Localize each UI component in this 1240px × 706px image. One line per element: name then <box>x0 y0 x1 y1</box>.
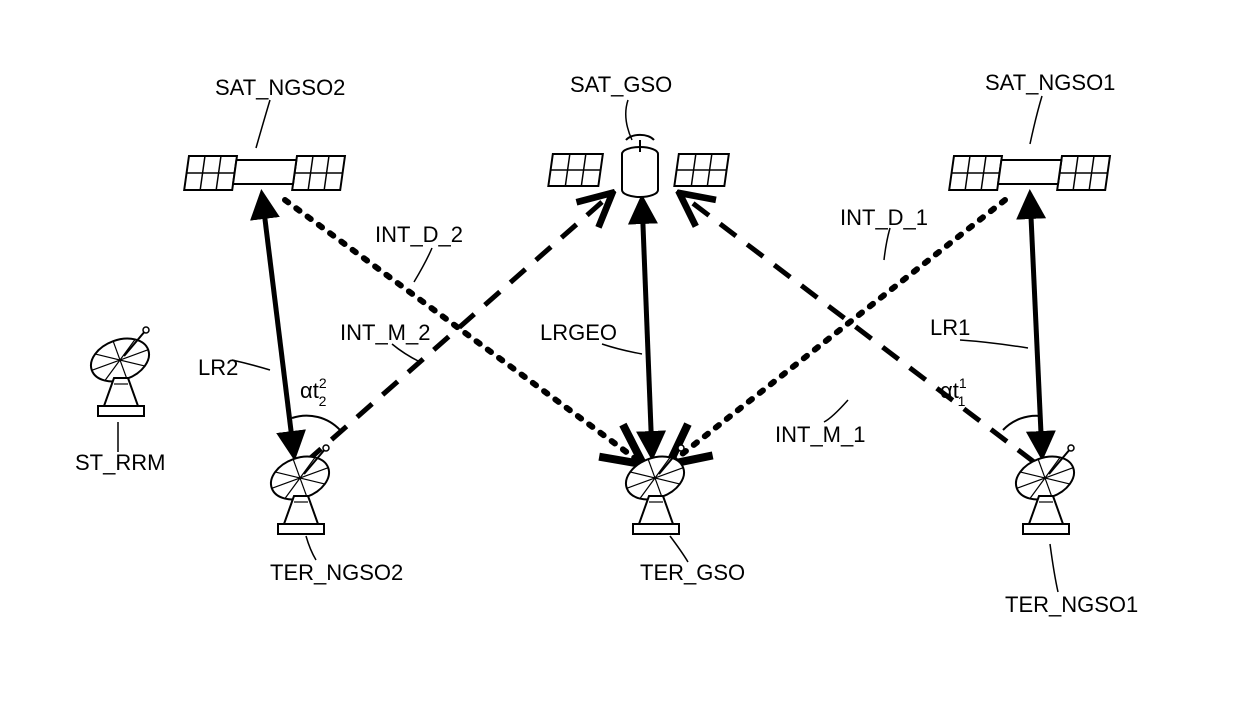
label-int-d-2: INT_D_2 <box>375 222 463 247</box>
label-sat-ngso1: SAT_NGSO1 <box>985 70 1115 95</box>
label-angle-a1: αt11 <box>940 375 967 409</box>
label-int-d-1: INT_D_1 <box>840 205 928 230</box>
ter-ngso1-icon <box>1010 445 1080 534</box>
angle-arc-a1 <box>1003 416 1041 430</box>
label-sat-ngso2: SAT_NGSO2 <box>215 75 345 100</box>
label-sat-gso: SAT_GSO <box>570 72 672 97</box>
st-rrm-icon <box>85 327 155 416</box>
link-lrgeo <box>642 200 652 455</box>
label-lr2: LR2 <box>198 355 238 380</box>
label-ter-ngso1: TER_NGSO1 <box>1005 592 1138 617</box>
sat-gso-icon <box>548 135 728 197</box>
label-angle-a2: αt22 <box>300 375 327 409</box>
label-int-m-2: INT_M_2 <box>340 320 430 345</box>
label-lrgeo: LRGEO <box>540 320 617 345</box>
satellite-interference-diagram: SAT_GSO dashed --> SAT_GSO dashed --> <box>0 0 1240 706</box>
sat-ngso2-icon <box>184 156 345 190</box>
label-ter-ngso2: TER_NGSO2 <box>270 560 403 585</box>
label-st-rrm: ST_RRM <box>75 450 165 475</box>
angle-arc-a2 <box>292 416 340 430</box>
label-ter-gso: TER_GSO <box>640 560 745 585</box>
ter-ngso2-icon <box>265 445 335 534</box>
link-lr2 <box>262 195 294 455</box>
sat-ngso1-icon <box>949 156 1110 190</box>
ter-gso-icon <box>620 445 690 534</box>
label-lr1: LR1 <box>930 315 970 340</box>
label-int-m-1: INT_M_1 <box>775 422 865 447</box>
